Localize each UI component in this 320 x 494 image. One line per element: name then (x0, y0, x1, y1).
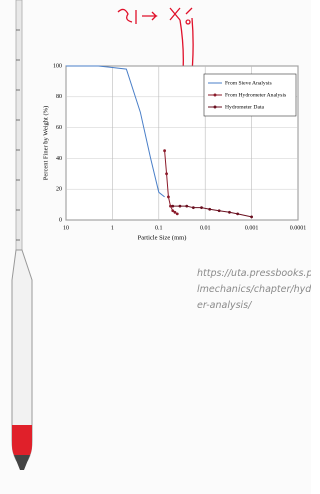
x-axis-label: Particle Size (mm) (138, 234, 187, 241)
screenshot: 0 20 40 60 80 100 10 1 0.1 0.01 0.001 0.0001 Particl… (0, 0, 311, 494)
y-tick-label: 0 (59, 217, 62, 223)
data-point (185, 205, 188, 208)
data-point (200, 206, 203, 209)
data-point (176, 212, 179, 215)
data-point (179, 205, 182, 208)
x-tick-label: 0.001 (245, 225, 259, 231)
data-point (192, 206, 195, 209)
y-tick-label: 60 (56, 125, 62, 131)
legend-marker (214, 94, 217, 97)
y-tick-label: 100 (53, 63, 62, 69)
data-point (167, 196, 170, 199)
data-point (171, 205, 174, 208)
data-point (173, 211, 176, 214)
legend-label: From Sieve Analysis (225, 80, 272, 86)
y-tick-label: 40 (56, 156, 62, 162)
y-axis-label: Percent Finer by Weight (%) (42, 106, 49, 180)
y-tick-label: 80 (56, 94, 62, 100)
x-tick-label: 0.1 (155, 225, 163, 231)
data-point (250, 216, 253, 219)
caption-line: er-analysis/ (197, 300, 251, 311)
x-tick-label: 0.01 (200, 225, 211, 231)
data-point (208, 208, 211, 211)
data-point (228, 211, 231, 214)
x-tick-label: 0.0001 (290, 225, 307, 231)
x-tick-label: 1 (111, 225, 114, 231)
y-tick-label: 20 (56, 187, 62, 193)
data-point (236, 212, 239, 215)
chart: 0 20 40 60 80 100 10 1 0.1 0.01 0.001 0.0001 Particl… (0, 0, 311, 494)
legend-label: From Hydrometer Analysis (225, 92, 286, 98)
x-tick-label: 10 (63, 225, 69, 231)
legend-marker (214, 106, 217, 109)
legend-label: Hydrometer Data (225, 104, 265, 110)
hydrometer (12, 0, 32, 470)
caption-line: https://uta.pressbooks.p (197, 268, 311, 279)
data-point (218, 209, 221, 212)
caption-line: lmechanics/chapter/hyd (197, 284, 311, 295)
data-point (165, 172, 168, 175)
data-point (163, 149, 166, 152)
